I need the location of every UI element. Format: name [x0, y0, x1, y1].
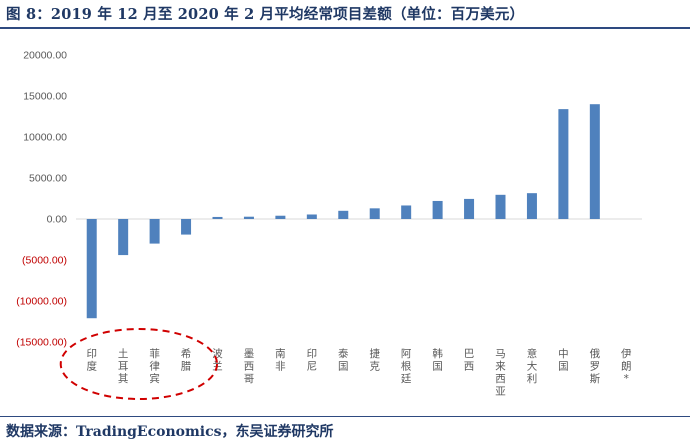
x-tick-label: 印尼: [307, 348, 318, 373]
x-tick-label: 马来西亚: [495, 348, 506, 398]
bar: [212, 216, 223, 219]
bar: [118, 219, 129, 256]
x-tick-label: 韩国: [432, 347, 443, 373]
bar: [149, 219, 160, 244]
x-tick-label: 阿根廷: [401, 348, 412, 385]
x-tick-label: 捷克: [369, 347, 380, 373]
bar: [338, 210, 349, 219]
y-tick-label: 0.00: [47, 214, 68, 226]
x-tick-label: 巴西: [464, 348, 475, 373]
bar: [243, 216, 254, 219]
x-tick-label: 俄罗斯: [590, 348, 601, 385]
x-tick-label: 印度: [86, 348, 97, 373]
highlight-ellipse: [59, 328, 219, 400]
x-tick-label: 墨西哥: [244, 348, 255, 385]
bar: [558, 109, 569, 219]
x-tick-label: 伊朗*: [621, 348, 632, 385]
x-tick-label: 土耳其: [118, 347, 129, 385]
y-tick-label: (10000.00): [16, 296, 67, 308]
bar: [401, 205, 412, 219]
bar: [306, 214, 317, 219]
bar: [275, 215, 286, 219]
y-tick-label: 10000.00: [23, 132, 67, 144]
bottom-rule: [0, 416, 690, 417]
bars: [86, 104, 600, 319]
y-tick-label: 15000.00: [23, 91, 67, 103]
bar: [589, 104, 600, 219]
x-tick-label: 中国: [558, 347, 569, 373]
x-tick-label: 意大利: [527, 347, 538, 385]
bar: [526, 193, 537, 219]
y-tick-label: (15000.00): [16, 337, 67, 349]
x-tick-label: 希腊: [181, 347, 192, 373]
y-axis: 20000.00 15000.00 10000.00 5000.00 0.00 (5000…: [16, 50, 67, 349]
bar: [86, 219, 97, 319]
top-rule: [0, 27, 690, 29]
figure-title: 图 8：2019 年 12 月至 2020 年 2 月平均经常项目差额（单位：百…: [6, 6, 525, 23]
bar: [432, 200, 443, 219]
y-tick-label: 20000.00: [23, 50, 67, 62]
x-tick-label: 波兰: [212, 347, 223, 373]
source-note: 数据来源：TradingEconomics，东吴证券研究所: [6, 424, 334, 440]
y-tick-label: (5000.00): [22, 255, 67, 267]
bar: [495, 194, 506, 219]
bar: [369, 208, 380, 219]
x-tick-label: 南非: [275, 347, 286, 373]
bar: [181, 219, 192, 235]
x-tick-label: 泰国: [338, 347, 349, 373]
y-tick-label: 5000.00: [29, 173, 67, 185]
x-tick-label: 菲律宾: [149, 348, 160, 385]
bar: [464, 198, 475, 219]
